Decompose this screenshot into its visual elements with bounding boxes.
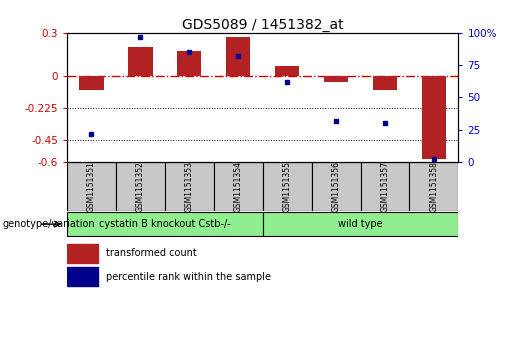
Text: GSM1151352: GSM1151352	[136, 161, 145, 212]
Bar	[373, 76, 397, 90]
Bar	[214, 162, 263, 211]
Bar	[79, 76, 104, 90]
Bar	[67, 162, 116, 211]
Text: GSM1151351: GSM1151351	[87, 161, 96, 212]
Title: GDS5089 / 1451382_at: GDS5089 / 1451382_at	[182, 18, 344, 32]
Bar	[409, 162, 458, 211]
Bar	[263, 212, 458, 236]
Text: genotype/variation: genotype/variation	[3, 219, 95, 229]
Bar	[324, 76, 348, 82]
Bar	[275, 66, 299, 76]
Bar	[165, 162, 214, 211]
Bar	[67, 244, 98, 263]
Text: transformed count: transformed count	[106, 248, 197, 258]
Text: wild type: wild type	[338, 219, 383, 229]
Bar	[226, 37, 250, 76]
Bar	[312, 162, 360, 211]
Text: GSM1151356: GSM1151356	[332, 161, 340, 212]
Text: GSM1151357: GSM1151357	[381, 161, 389, 212]
Bar	[422, 76, 446, 159]
Bar	[177, 51, 201, 76]
Bar	[67, 212, 263, 236]
Text: GSM1151353: GSM1151353	[185, 161, 194, 212]
Bar	[116, 162, 165, 211]
Text: percentile rank within the sample: percentile rank within the sample	[106, 272, 271, 282]
Bar	[360, 162, 409, 211]
Bar	[128, 47, 152, 76]
Text: GSM1151354: GSM1151354	[234, 161, 243, 212]
Bar	[263, 162, 312, 211]
Text: cystatin B knockout Cstb-/-: cystatin B knockout Cstb-/-	[99, 219, 231, 229]
Bar	[67, 267, 98, 286]
Text: GSM1151358: GSM1151358	[430, 161, 438, 212]
Text: GSM1151355: GSM1151355	[283, 161, 291, 212]
